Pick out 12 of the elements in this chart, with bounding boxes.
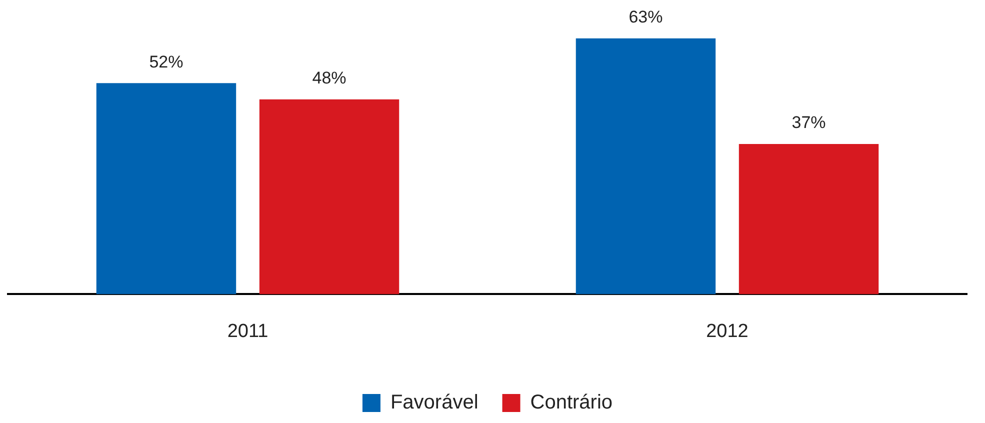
data-label: 37% (792, 113, 826, 132)
data-label: 48% (312, 68, 346, 88)
bar (576, 38, 716, 294)
bar (96, 83, 236, 294)
data-label: 63% (628, 8, 663, 27)
x-tick-label: 2011 (227, 320, 268, 342)
x-tick-label: 2012 (706, 320, 748, 342)
bar (738, 144, 879, 294)
bar (259, 99, 400, 294)
data-label: 52% (149, 52, 184, 72)
legend-label: Contrário (530, 392, 613, 414)
legend-label: Favorável (390, 392, 478, 414)
